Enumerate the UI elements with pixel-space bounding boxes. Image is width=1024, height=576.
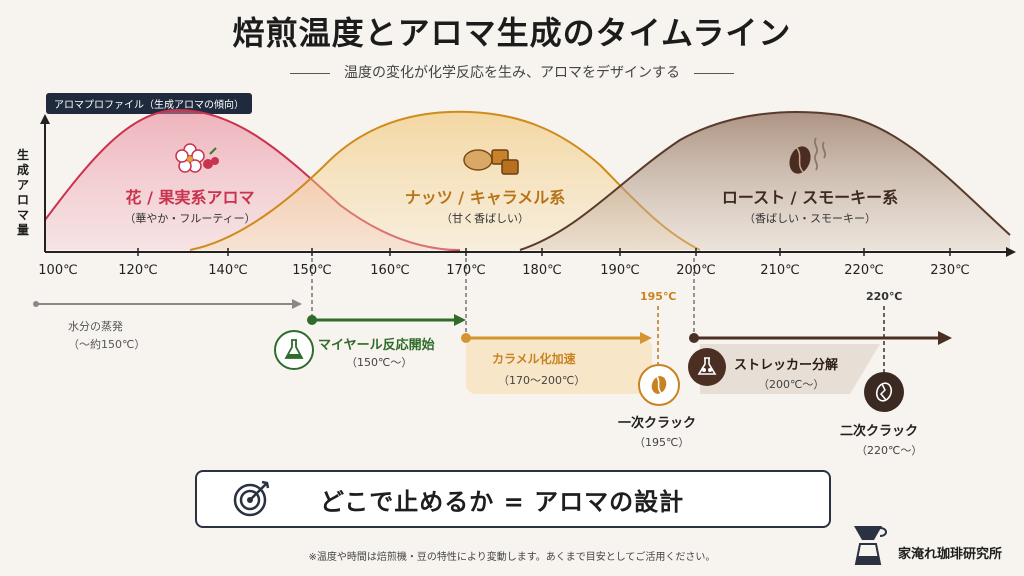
caramelization-band (466, 338, 652, 394)
flower-berry-icon (175, 143, 219, 173)
divider (694, 72, 734, 74)
strecker-sub: （200℃～） (758, 378, 825, 391)
roast-curve-line (519, 111, 1011, 251)
tick-label: 150℃ (292, 263, 332, 278)
conclusion-text: どこで止めるか = アロマの設計 (320, 488, 685, 516)
cracked-bean-icon (864, 372, 904, 412)
tick-label: 100℃ (38, 263, 78, 278)
strecker-band (700, 344, 880, 394)
x-axis-arrow (1006, 247, 1016, 257)
second-crack-sub: （220℃～） (856, 444, 923, 457)
roast-curve-area (520, 111, 1010, 250)
flask-icon (274, 330, 314, 370)
tick-label: 120℃ (118, 263, 158, 278)
first-crack-label: 一次クラック (618, 416, 697, 431)
conclusion-banner (195, 470, 831, 528)
y-axis-label: 生成アロマ量 (16, 148, 29, 237)
evaporation-label: 水分の蒸発 (68, 320, 123, 333)
tick-label: 220℃ (844, 263, 884, 278)
coffee-dripper-icon (850, 520, 890, 574)
tick-label: 170℃ (446, 263, 486, 278)
tick-label: 210℃ (760, 263, 800, 278)
footnote: ※温度や時間は焙煎機・豆の特性により変動します。あくまで目安としてご活用ください… (308, 552, 716, 563)
nuts-caramel-icon (463, 149, 519, 175)
nutty-curve-area (190, 111, 700, 250)
strecker-label: ストレッカー分解 (734, 358, 839, 373)
coffee-bean-icon (638, 364, 680, 406)
second-crack-marker: 220℃ (866, 290, 903, 303)
first-crack-sub: （195℃） (634, 436, 690, 449)
page-title: 焙煎温度とアロマ生成のタイムライン (232, 14, 792, 52)
maillard-sub: （150℃～） (346, 356, 413, 369)
first-crack-marker: 195℃ (640, 290, 677, 303)
tick-label: 230℃ (930, 263, 970, 278)
nutty-curve-subtitle: （甘く香ばしい） (441, 212, 529, 225)
floral-curve-area (45, 110, 460, 250)
floral-curve-subtitle: （華やか・フルーティー） (124, 212, 256, 225)
roast-curve-title: ロースト / スモーキー系 (721, 188, 899, 207)
tick-label: 200℃ (676, 263, 716, 278)
target-icon (232, 478, 272, 522)
divider (290, 72, 330, 74)
caramelization-label: カラメル化加速 (492, 352, 576, 366)
tick-label: 140℃ (208, 263, 248, 278)
subtitle-text: 温度の変化が化学反応を生み、アロマをデザインする (344, 65, 680, 81)
evaporation-sub: （～約150℃） (68, 338, 146, 351)
roast-curve-subtitle: （香ばしい・スモーキー） (744, 212, 876, 225)
subtitle: 温度の変化が化学反応を生み、アロマをデザインする (0, 62, 1024, 82)
y-axis-arrow (40, 114, 50, 124)
aroma-curves (33, 108, 1016, 394)
profile-tag: アロマプロファイル（生成アロマの傾向） (46, 93, 252, 114)
floral-curve-title: 花 / 果実系アロマ (125, 188, 255, 207)
molecule-flask-icon (688, 348, 726, 386)
tick-label: 160℃ (370, 263, 410, 278)
nutty-curve-title: ナッツ / キャラメル系 (404, 188, 566, 207)
maillard-label: マイヤール反応開始 (318, 338, 435, 353)
second-crack-label: 二次クラック (840, 424, 919, 439)
coffee-bean-smoke-icon (789, 137, 827, 174)
brand-name: 家淹れ珈琲研究所 (898, 547, 1003, 562)
caramelization-sub: （170～200℃） (498, 374, 586, 387)
tick-label: 180℃ (522, 263, 562, 278)
tick-label: 190℃ (600, 263, 640, 278)
